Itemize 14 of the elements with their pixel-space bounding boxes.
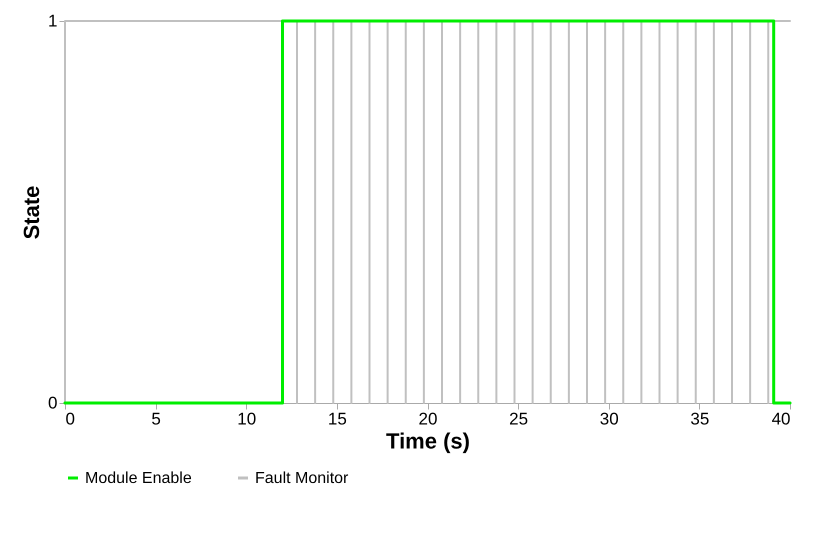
x-tick-label: 35 bbox=[690, 410, 710, 428]
legend-label: Module Enable bbox=[85, 470, 192, 487]
x-tick-label: 15 bbox=[328, 410, 347, 428]
x-tick-label: 10 bbox=[237, 410, 256, 428]
x-tick-label: 0 bbox=[66, 410, 75, 428]
y-tick-label: 1 bbox=[48, 12, 58, 30]
x-tick-label: 20 bbox=[418, 410, 438, 428]
x-tick-label: 5 bbox=[151, 410, 161, 428]
y-axis-title: State bbox=[19, 186, 44, 240]
legend-label: Fault Monitor bbox=[255, 470, 350, 487]
x-axis-title: Time (s) bbox=[386, 428, 470, 454]
x-tick-label: 25 bbox=[509, 410, 528, 428]
x-tick-label: 30 bbox=[600, 410, 619, 428]
x-tick-label: 40 bbox=[772, 410, 790, 428]
